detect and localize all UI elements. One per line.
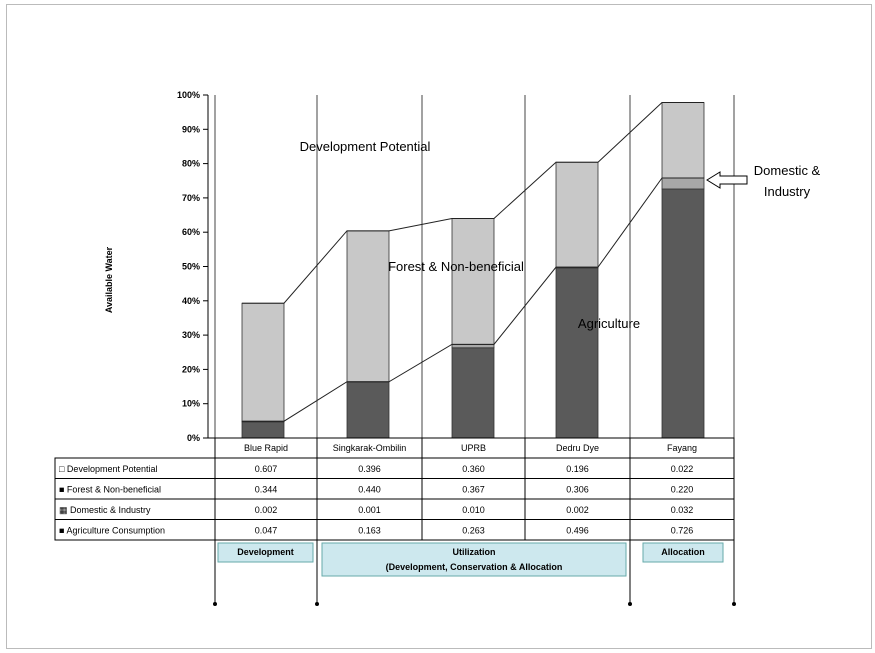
bar-forest-non-beneficial-4 <box>661 102 705 179</box>
annotation-forest: Forest & Non-beneficial <box>388 259 524 274</box>
y-tick-label: 90% <box>182 124 200 134</box>
table-cell: 0.032 <box>671 505 694 515</box>
table-cell: 0.344 <box>255 485 278 495</box>
phase-label: Utilization <box>453 547 496 557</box>
bar-forest-non-beneficial-1 <box>346 230 390 383</box>
y-tick-label: 80% <box>182 159 200 169</box>
bar-forest-non-beneficial-3 <box>555 161 599 268</box>
annotation-development-potential: Development Potential <box>300 139 431 154</box>
table-cell: 0.367 <box>462 485 485 495</box>
bar-agriculture-consumption-2 <box>451 347 495 439</box>
table-row-label: ■ Agriculture Consumption <box>59 526 165 536</box>
table-cell: 0.047 <box>255 526 278 536</box>
x-tick-label: Blue Rapid <box>244 443 288 453</box>
figure-frame <box>6 4 872 649</box>
phase-label: Allocation <box>661 547 705 557</box>
trend-line-forest <box>242 102 704 304</box>
table-cell: 0.163 <box>358 526 381 536</box>
y-tick-label: 10% <box>182 399 200 409</box>
table-row-label: ■ Forest & Non-beneficial <box>59 485 161 495</box>
table-cell: 0.220 <box>671 485 694 495</box>
phase-box <box>217 542 314 563</box>
table-cell: 0.396 <box>358 464 381 474</box>
table-cell: 0.496 <box>566 526 589 536</box>
x-tick-label: Singkarak-Ombilin <box>333 443 407 453</box>
table-row <box>54 498 735 520</box>
table-cell: 0.440 <box>358 485 381 495</box>
timeline-dot <box>315 602 319 606</box>
timeline-dot <box>213 602 217 606</box>
table-row-label: ▦ Domestic & Industry <box>59 505 151 515</box>
table-cell: 0.022 <box>671 464 694 474</box>
table-cell: 0.010 <box>462 505 485 515</box>
y-tick-label: 40% <box>182 296 200 306</box>
phase-label: (Development, Conservation & Allocation <box>386 562 563 572</box>
y-tick-label: 0% <box>187 433 200 443</box>
table-cell: 0.306 <box>566 485 589 495</box>
table-cell: 0.360 <box>462 464 485 474</box>
table-cell: 0.001 <box>358 505 381 515</box>
table-cell: 0.726 <box>671 526 694 536</box>
phase-box <box>321 542 627 577</box>
table-row-label: □ Development Potential <box>59 464 158 474</box>
y-tick-label: 60% <box>182 227 200 237</box>
y-tick-label: 20% <box>182 364 200 374</box>
bar-domestic-industry-2 <box>451 343 495 349</box>
bar-agriculture-consumption-4 <box>661 188 705 439</box>
bar-agriculture-consumption-0 <box>241 421 285 439</box>
annotation-domestic-line1: Domestic & <box>754 163 821 178</box>
trend-line-agriculture <box>242 177 704 422</box>
y-axis-label: Available Water <box>104 246 114 313</box>
bar-domestic-industry-4 <box>661 177 705 190</box>
phase-box <box>642 542 724 563</box>
table-cell: 0.002 <box>566 505 589 515</box>
bar-agriculture-consumption-1 <box>346 381 390 439</box>
annotation-agriculture: Agriculture <box>578 316 640 331</box>
x-tick-label: Dedru Dye <box>556 443 599 453</box>
y-tick-label: 30% <box>182 330 200 340</box>
phase-label: Development <box>237 547 294 557</box>
timeline-dot <box>628 602 632 606</box>
table-cell: 0.002 <box>255 505 278 515</box>
bar-forest-non-beneficial-0 <box>241 302 285 422</box>
bar-agriculture-consumption-3 <box>555 267 599 439</box>
y-tick-label: 100% <box>177 90 200 100</box>
timeline-dot <box>732 602 736 606</box>
x-tick-label: Fayang <box>667 443 697 453</box>
annotation-domestic-line2: Industry <box>764 184 811 199</box>
arrow-icon <box>706 171 748 189</box>
table-cell: 0.196 <box>566 464 589 474</box>
x-tick-label: UPRB <box>461 443 486 453</box>
table-cell: 0.607 <box>255 464 278 474</box>
y-tick-label: 70% <box>182 193 200 203</box>
table-cell: 0.263 <box>462 526 485 536</box>
y-tick-label: 50% <box>182 262 200 272</box>
bar-forest-non-beneficial-2 <box>451 218 495 345</box>
